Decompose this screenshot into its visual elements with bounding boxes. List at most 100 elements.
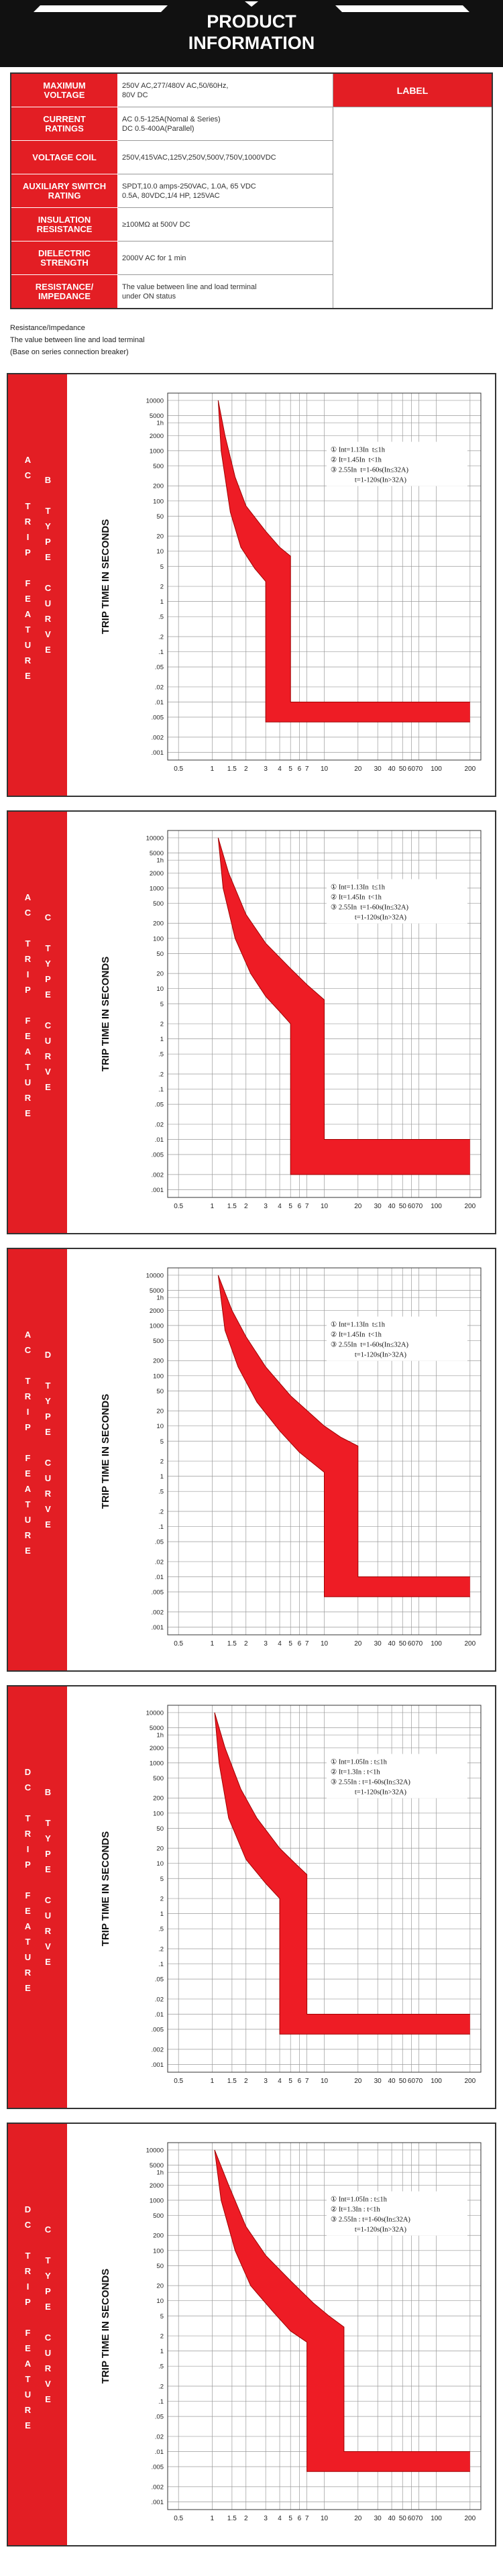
y-tick-label: 100 <box>153 2247 164 2255</box>
y-tick-label: 50 <box>156 2263 164 2270</box>
y-tick-label: .001 <box>152 1624 164 1631</box>
legend-box <box>326 1316 467 1361</box>
chart-panel: DC TRIP FEATURE C TYPE CURVE 0.5 1 1.5 2 3 4 5 6 7… <box>7 2123 496 2546</box>
y-tick-label: 1h <box>156 2169 164 2177</box>
x-tick-label: 20 <box>354 2078 362 2085</box>
y-tick-label: .02 <box>155 684 164 691</box>
y-tick-label: .002 <box>152 1609 164 1616</box>
spec-value: SPDT,10.0 amps-250VAC, 1.0A, 65 VDC 0.5A… <box>117 174 333 208</box>
spec-row: CURRENT RATINGS AC 0.5-125A(Nomal & Serie… <box>10 107 493 309</box>
y-tick-label: 10000 <box>146 2147 164 2154</box>
x-tick-label: 7 <box>305 1203 309 1210</box>
x-tick-label: 3 <box>264 1640 268 1648</box>
x-tick-label: 200 <box>464 1203 476 1210</box>
y-tick-label: .002 <box>152 2483 164 2491</box>
y-tick-label: .01 <box>155 699 164 706</box>
y-tick-label: .005 <box>152 1152 164 1159</box>
chart-panel: DC TRIP FEATURE B TYPE CURVE 0.5 1 1.5 2 3 4 5 6 7… <box>7 1685 496 2109</box>
x-tick-label: 1 <box>211 2078 215 2085</box>
x-tick-label: 70 <box>415 2078 423 2085</box>
x-tick-label: 60 <box>408 1203 416 1210</box>
x-tick-label: 4 <box>278 1203 282 1210</box>
x-tick-label: 70 <box>415 2515 423 2522</box>
x-tick-label: 7 <box>305 1640 309 1648</box>
y-tick-label: .02 <box>155 2433 164 2440</box>
legend-box <box>326 879 467 924</box>
chart-panel: AC TRIP FEATURE B TYPE CURVE 0.5 1 1.5 2 3 4 5 6 7… <box>7 373 496 797</box>
spec-row: DIELECTRIC STRENGTH 2000V AC for 1 min <box>10 241 492 275</box>
header-decoration <box>34 1 469 12</box>
x-tick-label: 5 <box>288 1203 292 1210</box>
y-tick-label: .5 <box>158 1926 164 1933</box>
y-tick-label: 2000 <box>150 433 164 440</box>
y-tick-label: 200 <box>153 483 164 490</box>
x-tick-label: 1.5 <box>227 765 237 773</box>
chart: 0.5 1 1.5 2 3 4 5 6 7 10 20 30 40 50 60 70 100 2001000050… <box>100 2142 482 2522</box>
y-tick-label: 5000 <box>150 2162 164 2169</box>
y-tick-label: .5 <box>158 614 164 621</box>
annotation: ② It=1.45In t<1h <box>331 1331 382 1339</box>
spec-table: MAXIMUM VOLTAGE 250V AC,277/480V AC,50/60… <box>10 72 493 309</box>
x-tick-label: 7 <box>305 2078 309 2085</box>
y-tick-label: 50 <box>156 1825 164 1833</box>
y-tick-label: 1h <box>156 857 164 865</box>
y-tick-label: 10000 <box>146 1272 164 1279</box>
y-tick-label: .2 <box>158 1071 164 1078</box>
y-tick-label: .002 <box>152 734 164 741</box>
chart-subtitle: C TYPE CURVE <box>43 2224 53 2410</box>
x-tick-label: 40 <box>388 1640 396 1648</box>
y-tick-label: 2000 <box>150 1307 164 1315</box>
y-tick-label: .1 <box>158 1961 164 1968</box>
annotation: ③ 2.55In t=1-60s(In≤32A) <box>331 904 409 912</box>
x-tick-label: 5 <box>288 1640 292 1648</box>
side-label: AC TRIP FEATURE C TYPE CURVE <box>8 812 67 1233</box>
chart-title: AC TRIP FEATURE <box>23 455 33 686</box>
y-tick-label: 1 <box>160 1911 164 1918</box>
y-tick-label: .005 <box>152 1589 164 1597</box>
spec-row: INSULATION RESISTANCE ≥100MΩ at 500V DC <box>10 207 492 241</box>
side-label: DC TRIP FEATURE C TYPE CURVE <box>8 2124 67 2545</box>
y-tick-label: .001 <box>152 2061 164 2069</box>
y-tick-label: .02 <box>155 1558 164 1566</box>
spec-value: The value between line and load terminal… <box>117 274 333 309</box>
y-tick-label: .01 <box>155 2011 164 2019</box>
y-tick-label: 2000 <box>150 1745 164 1752</box>
chart-title: DC TRIP FEATURE <box>23 2204 33 2436</box>
annotation: t=1-120s(In>32A) <box>355 1352 407 1359</box>
chart: 0.5 1 1.5 2 3 4 5 6 7 10 20 30 40 50 60 70 100 2001000050… <box>100 1705 482 2085</box>
y-tick-label: 100 <box>153 1810 164 1817</box>
x-tick-label: 100 <box>431 1640 442 1648</box>
x-tick-label: 100 <box>431 2078 442 2085</box>
y-tick-label: 5000 <box>150 1725 164 1732</box>
x-tick-label: 40 <box>388 765 396 773</box>
annotation: ② It=1.3In : t<1h <box>331 2206 381 2214</box>
x-tick-label: 20 <box>354 2515 362 2522</box>
y-tick-label: .5 <box>158 2363 164 2371</box>
y-tick-label: 1h <box>156 1295 164 1302</box>
y-tick-label: .2 <box>158 2383 164 2390</box>
x-tick-label: 30 <box>374 2078 382 2085</box>
y-tick-label: 10000 <box>146 1709 164 1717</box>
x-tick-label: 1 <box>211 1640 215 1648</box>
annotation: ① Int=1.13In t≤1h <box>331 1321 386 1329</box>
x-tick-label: 10 <box>321 1640 329 1648</box>
legend-box <box>326 441 467 486</box>
y-tick-label: 5000 <box>150 1287 164 1295</box>
annotation: ① Int=1.05In : t≤1h <box>331 2196 388 2204</box>
chart: 0.5 1 1.5 2 3 4 5 6 7 10 20 30 40 50 60 70 100 2001000050… <box>100 1267 482 1648</box>
annotation: t=1-120s(In>32A) <box>355 1789 407 1796</box>
y-tick-label: 1000 <box>150 1760 164 1767</box>
y-tick-label: .005 <box>152 2027 164 2034</box>
y-tick-label: 1000 <box>150 447 164 455</box>
annotation: ① Int=1.13In t≤1h <box>331 883 386 892</box>
y-tick-label: 10 <box>156 985 164 993</box>
trip-curve <box>214 2149 470 2472</box>
x-tick-label: 40 <box>388 1203 396 1210</box>
x-tick-label: 7 <box>305 2515 309 2522</box>
notes: Resistance/Impedance The value between li… <box>10 322 145 358</box>
x-tick-label: 200 <box>464 1640 476 1648</box>
x-tick-label: 50 <box>399 1640 407 1648</box>
x-tick-label: 3 <box>264 2078 268 2085</box>
y-tick-label: 500 <box>153 900 164 908</box>
y-tick-label: .001 <box>152 2499 164 2506</box>
